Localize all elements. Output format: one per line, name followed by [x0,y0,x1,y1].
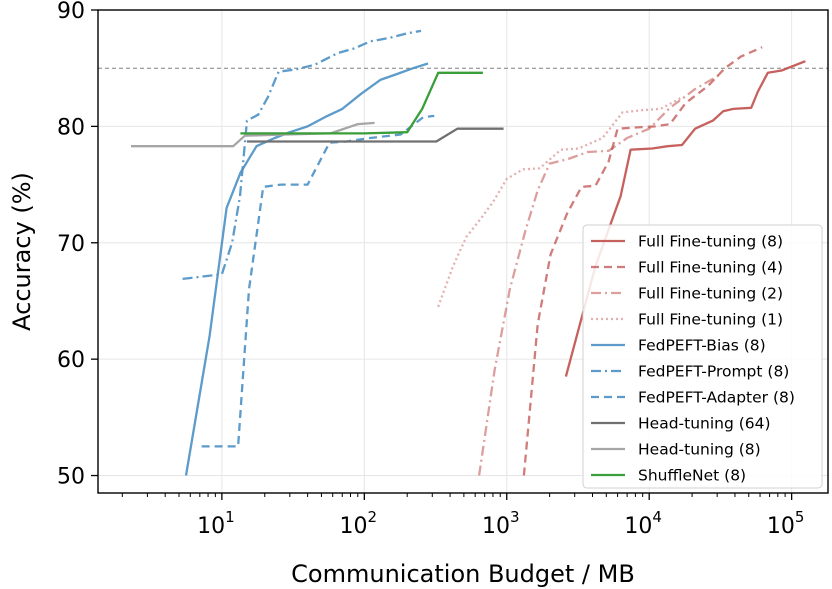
x-tick-base: 10 [197,514,225,539]
x-tick-exponent: 5 [795,508,805,526]
y-tick-label: 80 [57,115,85,140]
x-tick-base: 10 [624,514,652,539]
x-tick-base: 10 [767,514,795,539]
legend-label-fedpeft-bias-8: FedPEFT-Bias (8) [638,337,766,355]
series-line-fedpeft-prompt-8 [182,29,422,281]
x-ticks: 101 102 103 104 105 [121,493,805,539]
legend: Full Fine-tuning (8) Full Fine-tuning (4)… [582,224,823,489]
y-tick-label: 70 [57,232,85,257]
x-axis-label: Communication Budget / MB [291,560,635,588]
x-tick-label: 103 [482,508,520,539]
legend-label-head-tuning-64: Head-tuning (64) [638,415,771,433]
x-tick-exponent: 2 [368,508,378,526]
x-tick-exponent: 3 [510,508,520,526]
series-layer [131,29,806,476]
legend-label-head-tuning-8: Head-tuning (8) [638,441,761,459]
y-ticks: 50 60 70 80 90 [57,0,98,490]
x-tick-exponent: 1 [225,508,235,526]
legend-label-full-fine-tuning-4: Full Fine-tuning (4) [638,259,783,277]
y-tick-label: 90 [57,0,85,24]
legend-label-full-fine-tuning-2: Full Fine-tuning (2) [638,285,783,303]
series-line-head-tuning-64 [247,127,504,143]
legend-label-fedpeft-adapter-8: FedPEFT-Adapter (8) [638,389,795,407]
x-tick-base: 10 [482,514,510,539]
y-axis-label: Accuracy (%) [8,172,36,331]
series-line-full-fine-tuning-1 [437,96,683,308]
x-tick-exponent: 4 [652,508,662,526]
x-tick-base: 10 [340,514,368,539]
plot-frame [97,9,829,494]
series-line-shufflenet-8 [240,71,483,135]
legend-label-full-fine-tuning-1: Full Fine-tuning (1) [638,311,783,329]
legend-label-shufflenet-8: ShuffleNet (8) [638,467,746,485]
legend-label-fedpeft-prompt-8: FedPEFT-Prompt (8) [638,363,789,381]
x-tick-label: 104 [624,508,662,539]
series-line-full-fine-tuning-8 [564,60,806,377]
y-tick-label: 50 [57,465,85,490]
legend-box [582,224,823,489]
legend-label-full-fine-tuning-8: Full Fine-tuning (8) [638,233,783,251]
x-tick-label: 105 [767,508,805,539]
x-tick-label: 102 [340,508,378,539]
series-line-full-fine-tuning-4 [522,46,763,476]
x-tick-label: 101 [197,508,235,539]
y-tick-label: 60 [57,348,85,373]
series-line-fedpeft-adapter-8 [201,114,435,448]
series-line-fedpeft-bias-8 [184,62,429,476]
